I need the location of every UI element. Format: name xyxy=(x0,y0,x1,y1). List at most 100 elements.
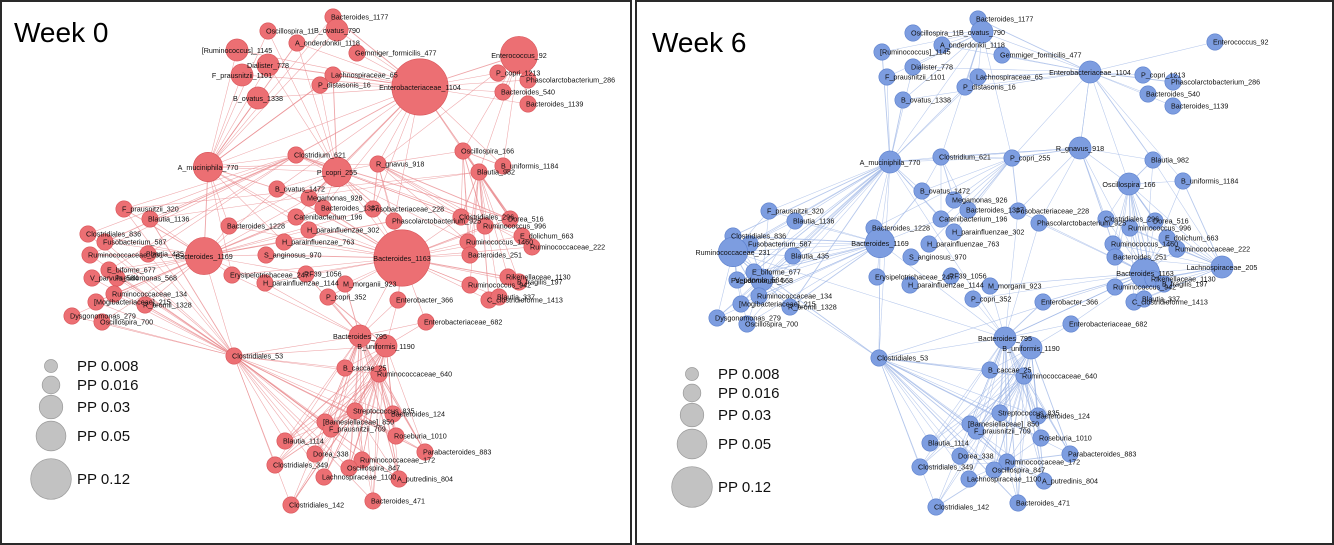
node-label: B_uniformis_1190 xyxy=(1002,344,1059,353)
node-label: R_bromii_1328 xyxy=(788,303,837,312)
legend-circle xyxy=(685,367,699,381)
node-label: Clostridiales_296 xyxy=(1104,215,1159,224)
network-node xyxy=(1032,429,1050,447)
network-node xyxy=(1134,66,1152,84)
network-edge xyxy=(878,161,891,359)
network-node xyxy=(519,95,537,113)
network-edge xyxy=(1114,183,1130,288)
node-label: Enterobacteriaceae_1104 xyxy=(379,83,461,92)
legend-circle xyxy=(682,383,702,403)
network-edge xyxy=(886,31,983,78)
node-label: RF39_1056 xyxy=(949,272,987,281)
network-edge xyxy=(361,373,380,461)
node-label: R_gnavus_918 xyxy=(1056,144,1104,153)
network-edge xyxy=(478,171,500,298)
node-label: S_anginosus_970 xyxy=(909,253,967,262)
node-label: B_ovatus_790 xyxy=(314,26,360,35)
network-edge xyxy=(233,355,394,415)
legend-label: PP 0.016 xyxy=(77,377,138,394)
network-edge xyxy=(1089,71,1184,182)
network-node xyxy=(256,53,280,77)
network-node xyxy=(717,237,748,268)
network-node xyxy=(141,210,159,228)
network-node xyxy=(1117,172,1141,196)
network-edge xyxy=(123,154,297,210)
network-edge xyxy=(879,242,1006,339)
node-label: H_parainfluenzae_302 xyxy=(952,228,1024,237)
node-label: Ruminococcaceae_172 xyxy=(1005,458,1080,467)
node-label: Ruminococcus_942 xyxy=(1113,283,1176,292)
network-edge xyxy=(1006,415,1039,463)
legend-label: PP 0.008 xyxy=(77,358,138,375)
network-edge xyxy=(768,210,881,244)
network-node xyxy=(268,180,286,198)
network-node xyxy=(79,225,97,243)
node-label: V_parvula_584 xyxy=(90,274,138,283)
network-edge xyxy=(1089,71,1154,161)
network-edge xyxy=(1112,243,1223,268)
network-edge xyxy=(233,355,346,369)
network-edge xyxy=(207,30,269,168)
network-node xyxy=(319,288,337,306)
node-label: Bacteroides_124 xyxy=(391,410,445,419)
node-label: Ruminococcaceae_222 xyxy=(1175,245,1250,254)
node-label: Clostridiales_349 xyxy=(273,461,328,470)
network-edge xyxy=(104,154,297,243)
network-edge xyxy=(378,373,400,480)
node-label: Megamonas_926 xyxy=(952,196,1008,205)
network-node xyxy=(1164,73,1182,91)
legend-label: PP 0.12 xyxy=(718,479,771,496)
node-label: B_caccae_25 xyxy=(988,366,1032,375)
node-label: Clostridium_621 xyxy=(294,151,346,160)
network-node xyxy=(878,150,902,174)
node-label: Ruminococcus_1460 xyxy=(1111,240,1178,249)
network-node xyxy=(391,58,449,116)
network-node xyxy=(83,269,101,287)
legend-label: PP 0.03 xyxy=(718,407,771,424)
node-label: Bacteroides_124 xyxy=(1036,412,1090,421)
network-edge xyxy=(207,64,269,168)
network-node xyxy=(115,200,133,218)
network-edge xyxy=(929,347,1032,444)
network-node xyxy=(105,285,123,303)
network-edge xyxy=(761,161,891,281)
node-label: P_copri_352 xyxy=(326,293,366,302)
network-node xyxy=(276,432,294,450)
week6-legend: PP 0.008 PP 0.016 PP 0.03 PP 0.05 PP 0.12 xyxy=(671,366,779,508)
network-node xyxy=(1078,60,1102,84)
network-edge xyxy=(977,18,1091,73)
network-edge xyxy=(878,357,1039,417)
network-node xyxy=(494,157,512,175)
network-edge xyxy=(889,157,1013,163)
node-label: C_clostridioforme_1413 xyxy=(487,296,563,305)
network-node xyxy=(500,36,538,74)
network-edge xyxy=(354,410,400,480)
network-node xyxy=(991,404,1009,422)
network-node xyxy=(1135,290,1153,308)
network-edge xyxy=(1079,147,1146,274)
node-label: E_dolichum_663 xyxy=(520,232,574,241)
week0-nodes xyxy=(63,8,541,514)
node-label: Bacteroides_1228 xyxy=(872,224,930,233)
network-edge xyxy=(940,156,969,211)
legend-circle xyxy=(671,466,713,508)
network-node xyxy=(336,359,354,377)
network-node xyxy=(297,265,315,283)
network-edge xyxy=(1114,256,1223,268)
node-label: Parabacteroides_883 xyxy=(423,448,491,457)
node-label: Rikenellaceae_1130 xyxy=(506,273,571,282)
network-edge xyxy=(878,357,937,508)
network-edge xyxy=(975,375,1025,432)
network-node xyxy=(993,46,1011,64)
network-edge xyxy=(478,171,520,283)
network-edge xyxy=(881,31,983,53)
panel-week0-frame xyxy=(0,0,632,545)
network-edge xyxy=(274,345,387,466)
network-edge xyxy=(478,171,509,278)
node-label: Bacteroides_1139 xyxy=(526,100,583,109)
network-edge xyxy=(919,347,1032,468)
node-label: Fusobacterium_587 xyxy=(748,240,812,249)
network-edge xyxy=(377,150,464,165)
node-label: B_ovatus_1338 xyxy=(901,96,951,105)
legend-circle xyxy=(41,375,61,395)
